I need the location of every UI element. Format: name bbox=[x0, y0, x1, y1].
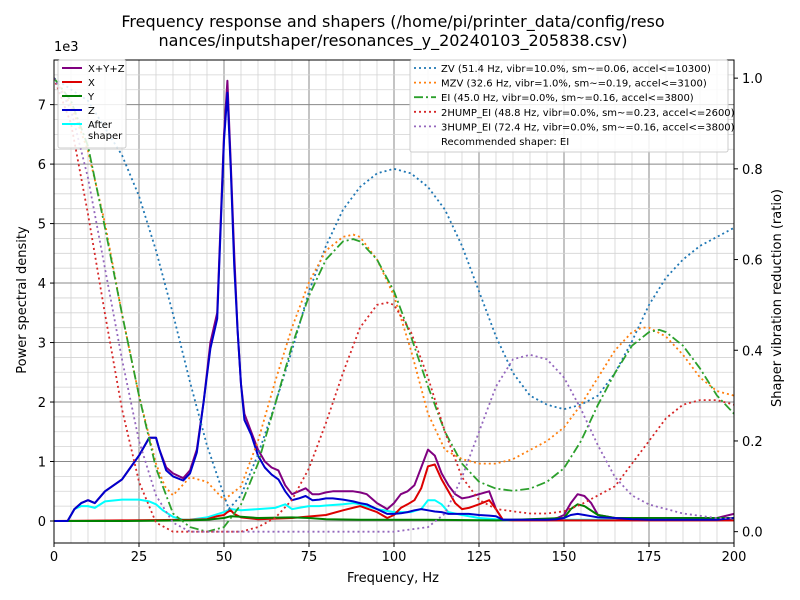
y2-tick-label: 0.0 bbox=[742, 526, 763, 541]
y-tick-label: 6 bbox=[38, 158, 46, 173]
psd-legend-label: X bbox=[88, 78, 95, 89]
y-tick-label: 3 bbox=[38, 337, 46, 352]
shaper-line-4 bbox=[54, 77, 734, 533]
y-tick-label: 4 bbox=[38, 277, 46, 292]
axes: 0 25 50 75 100 125 150 175 200 0 1 2 3 4 5 6 7 0.0 0.2 0.4 0… bbox=[38, 72, 763, 565]
psd-legend-label: X+Y+Z bbox=[88, 64, 125, 75]
shaper-legend-label: EI (45.0 Hz, vibr=0.0%, sm~=0.16, accel<… bbox=[441, 93, 694, 104]
psd-series-group bbox=[54, 79, 734, 522]
psd-line-3 bbox=[54, 91, 734, 522]
psd-line-4 bbox=[54, 498, 734, 522]
x-tick-label: 25 bbox=[131, 550, 148, 565]
y-tick-label: 0 bbox=[38, 515, 46, 530]
x-tick-label: 50 bbox=[216, 550, 233, 565]
psd-legend-label: After bbox=[88, 120, 113, 131]
shaper-legend-label: MZV (32.6 Hz, vibr=1.0%, sm~=0.19, accel… bbox=[441, 79, 707, 90]
y2-tick-label: 1.0 bbox=[742, 72, 763, 87]
y2-tick-label: 0.2 bbox=[742, 435, 763, 450]
shaper-line-2 bbox=[54, 77, 734, 533]
x-tick-label: 125 bbox=[467, 550, 492, 565]
shaper-series-group bbox=[54, 77, 734, 533]
psd-legend-label: Z bbox=[88, 106, 95, 117]
psd-line-0 bbox=[54, 79, 734, 522]
shaper-legend-label: ZV (51.4 Hz, vibr=10.0%, sm~=0.06, accel… bbox=[441, 64, 711, 75]
shaper-legend-label: 2HUMP_EI (48.8 Hz, vibr=0.0%, sm~=0.23, … bbox=[441, 108, 735, 119]
y2-tick-label: 0.4 bbox=[742, 344, 763, 359]
x-tick-label: 100 bbox=[382, 550, 407, 565]
y-offset-text: 1e3 bbox=[54, 40, 79, 55]
psd-legend-label: Y bbox=[87, 92, 95, 103]
chart-title-line-2: nances/inputshaper/resonances_y_20240103… bbox=[158, 31, 627, 51]
shaper-legend-box bbox=[409, 59, 729, 153]
chart-title-line-1: Frequency response and shapers (/home/pi… bbox=[121, 12, 664, 32]
shaper-legend: ZV (51.4 Hz, vibr=10.0%, sm~=0.06, accel… bbox=[409, 59, 735, 153]
y-tick-label: 5 bbox=[38, 218, 46, 233]
y-axis-label: Power spectral density bbox=[15, 226, 30, 374]
y2-tick-label: 0.6 bbox=[742, 254, 763, 269]
x-tick-label: 150 bbox=[552, 550, 577, 565]
x-axis-label: Frequency, Hz bbox=[347, 571, 439, 586]
y2-tick-label: 0.8 bbox=[742, 163, 763, 178]
recommended-shaper-text: Recommended shaper: EI bbox=[441, 137, 569, 148]
shaper-legend-label: 3HUMP_EI (72.4 Hz, vibr=0.0%, sm~=0.16, … bbox=[441, 122, 735, 133]
x-tick-label: 200 bbox=[722, 550, 747, 565]
shaper-line-0 bbox=[54, 77, 734, 511]
shaper-line-3 bbox=[54, 77, 734, 533]
y-tick-label: 2 bbox=[38, 396, 46, 411]
psd-line-1 bbox=[54, 463, 734, 522]
x-tick-label: 0 bbox=[50, 550, 58, 565]
y2-axis-label: Shaper vibration reduction (ratio) bbox=[770, 189, 785, 407]
y-tick-label: 7 bbox=[38, 99, 46, 114]
x-tick-label: 75 bbox=[301, 550, 318, 565]
x-tick-label: 175 bbox=[637, 550, 662, 565]
y-tick-label: 1 bbox=[38, 456, 46, 471]
psd-legend-label: shaper bbox=[88, 131, 123, 142]
shaper-line-1 bbox=[54, 77, 734, 502]
psd-line-2 bbox=[54, 503, 734, 522]
